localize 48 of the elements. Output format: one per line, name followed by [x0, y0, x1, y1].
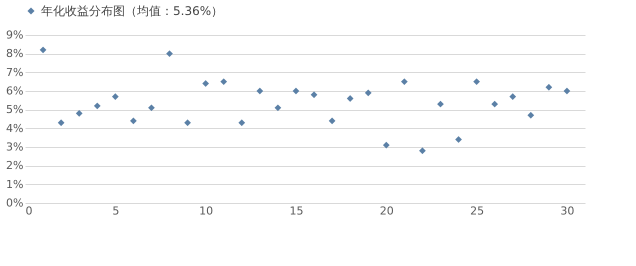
- point: [184, 119, 191, 126]
- point: [256, 88, 264, 94]
- point: [364, 90, 372, 96]
- point: [564, 88, 570, 94]
- point: [94, 102, 101, 110]
- point: [238, 119, 246, 126]
- point: [455, 136, 462, 143]
- y-tick-label: 0%: [6, 196, 24, 210]
- point: [473, 78, 480, 86]
- point: [419, 147, 426, 154]
- x-tick-label: 20: [380, 204, 394, 218]
- y-tick-label: 9%: [6, 28, 24, 42]
- x-tick-label: 15: [289, 204, 304, 218]
- point: [202, 80, 209, 87]
- point: [491, 100, 498, 108]
- point: [292, 88, 300, 94]
- y-tick-label: 4%: [6, 122, 24, 135]
- y-tick-label: 3%: [6, 140, 24, 154]
- y-tick-label: 8%: [6, 47, 24, 60]
- point: [346, 95, 354, 102]
- y-tick-label: 2%: [6, 159, 24, 172]
- point: [401, 78, 408, 86]
- point: [130, 118, 137, 124]
- point: [328, 118, 336, 124]
- x-tick-label: 30: [560, 204, 574, 218]
- y-tick-label: 7%: [6, 66, 24, 79]
- point: [166, 50, 173, 58]
- point: [274, 104, 282, 112]
- point: [509, 93, 516, 100]
- y-tick-label: 5%: [6, 103, 24, 116]
- point: [220, 78, 228, 86]
- point: [382, 142, 390, 148]
- point: [546, 84, 552, 91]
- point: [58, 119, 64, 126]
- y-tick-label: 1%: [6, 178, 24, 191]
- point: [310, 91, 318, 98]
- point: [437, 100, 444, 108]
- y-tick-label: 6%: [6, 84, 24, 98]
- point: [40, 46, 46, 54]
- point: [112, 93, 119, 100]
- x-tick-label: 25: [470, 204, 484, 218]
- x-tick-label: 0: [26, 204, 32, 218]
- point: [148, 104, 155, 112]
- point: [527, 112, 534, 119]
- point: [76, 110, 83, 117]
- x-tick-label: 5: [112, 204, 120, 218]
- x-tick-label: 10: [199, 204, 214, 218]
- legend-label: 年化收益分布图（均值：5.36%）: [41, 4, 224, 18]
